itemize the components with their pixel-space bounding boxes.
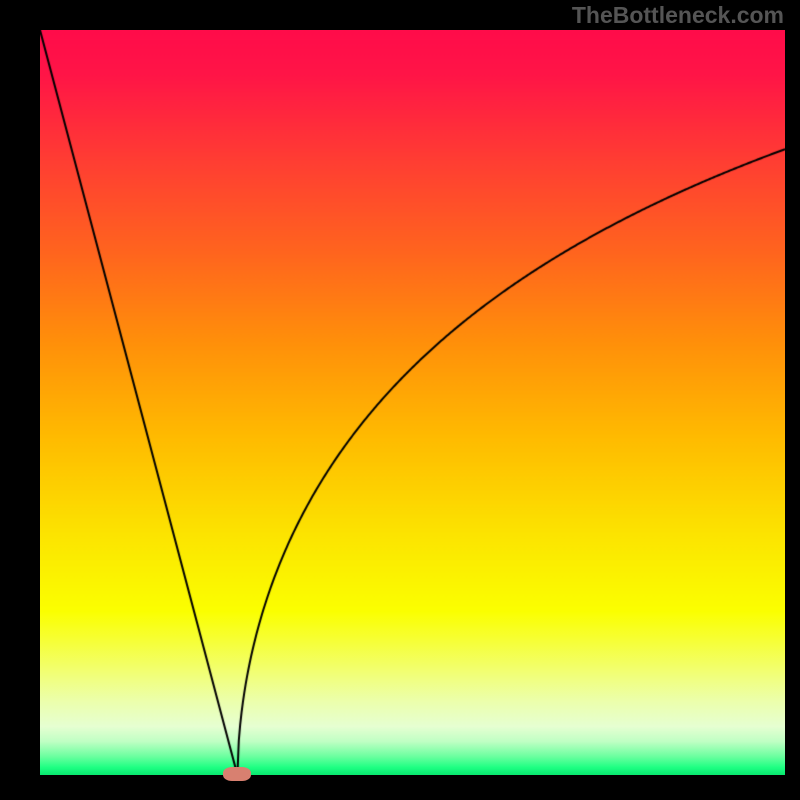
chart-container: TheBottleneck.com [0,0,800,800]
bottleneck-chart-canvas [40,30,785,775]
optimal-point-marker [223,767,251,781]
plot-area [40,30,785,775]
watermark-text: TheBottleneck.com [572,2,784,29]
